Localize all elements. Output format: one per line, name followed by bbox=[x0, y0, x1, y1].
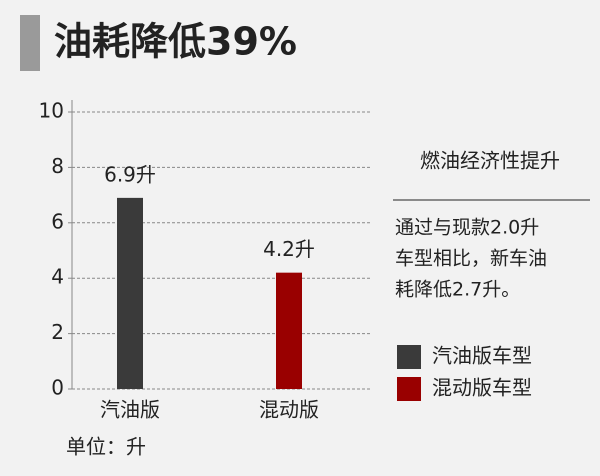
side-title: 燃油经济性提升 bbox=[420, 149, 560, 173]
value-label: 4.2升 bbox=[263, 237, 315, 261]
y-tick-label: 2 bbox=[51, 320, 64, 344]
side-note: 车型相比，新车油 bbox=[395, 248, 547, 270]
legend-swatch bbox=[397, 377, 421, 401]
y-tick-label: 8 bbox=[51, 154, 64, 178]
legend-swatch bbox=[397, 345, 421, 369]
y-tick-label: 10 bbox=[39, 99, 64, 123]
y-tick-label: 4 bbox=[51, 265, 64, 289]
value-label: 6.9升 bbox=[104, 162, 156, 186]
legend-label: 汽油版车型 bbox=[432, 344, 532, 368]
legend-label: 混动版车型 bbox=[432, 376, 532, 400]
bar bbox=[276, 272, 302, 389]
x-tick-label: 混动版 bbox=[259, 398, 319, 422]
title-accent bbox=[20, 15, 40, 71]
bar bbox=[117, 197, 143, 389]
y-tick-label: 0 bbox=[51, 376, 64, 400]
x-tick-label: 汽油版 bbox=[100, 398, 160, 422]
chart-title: 油耗降低39% bbox=[54, 20, 297, 64]
unit-note: 单位：升 bbox=[66, 435, 146, 459]
y-tick-label: 6 bbox=[51, 209, 64, 233]
side-note: 通过与现款2.0升 bbox=[395, 217, 539, 239]
side-note: 耗降低2.7升。 bbox=[395, 279, 520, 301]
